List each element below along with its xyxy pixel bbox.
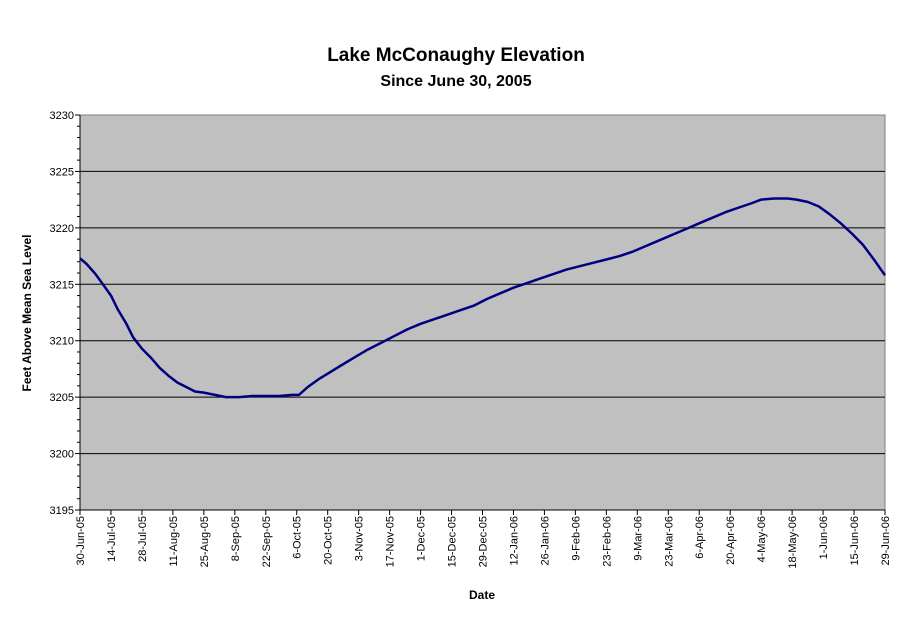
chart-subtitle: Since June 30, 2005: [380, 73, 531, 90]
x-tick-label: 28-Jul-05: [137, 516, 149, 562]
x-tick-label: 17-Nov-05: [385, 516, 397, 567]
x-tick-label: 6-Apr-06: [694, 516, 706, 559]
x-tick-label: 1-Dec-05: [416, 516, 428, 561]
chart-title: Lake McConaughy Elevation: [327, 45, 585, 66]
x-tick-label: 15-Jun-06: [849, 516, 861, 566]
y-tick-label: 3225: [50, 166, 74, 178]
x-tick-label: 20-Apr-06: [725, 516, 737, 565]
x-tick-label: 6-Oct-05: [292, 516, 304, 559]
y-tick-label: 3215: [50, 279, 74, 291]
x-tick-label: 18-May-06: [787, 516, 799, 569]
y-tick-label: 3200: [50, 449, 74, 461]
x-tick-label: 23-Feb-06: [601, 516, 613, 567]
x-tick-label: 29-Jun-06: [880, 516, 892, 566]
x-tick-label: 9-Feb-06: [570, 516, 582, 561]
y-tick-label: 3210: [50, 336, 74, 348]
y-tick-label: 3220: [50, 223, 74, 235]
x-tick-label: 9-Mar-06: [632, 516, 644, 561]
x-tick-label: 15-Dec-05: [447, 516, 459, 567]
x-tick-label: 11-Aug-05: [168, 516, 180, 567]
y-tick-label: 3195: [50, 505, 74, 517]
y-axis-label: Feet Above Mean Sea Level: [20, 235, 34, 392]
plot-area: [79, 114, 886, 511]
x-tick-label: 25-Aug-05: [199, 516, 211, 567]
y-axis: 3195 3200 3205 3210 3215 3220 3225 3230: [50, 110, 81, 517]
series-line-elevation: [79, 197, 887, 399]
y-tick-label: 3230: [50, 110, 74, 122]
x-tick-label: 30-Jun-05: [75, 516, 87, 566]
x-tick-label: 23-Mar-06: [663, 516, 675, 567]
grid-lines: [80, 170, 885, 455]
x-tick-label: 22-Sep-05: [261, 516, 273, 567]
x-tick-label: 26-Jan-06: [539, 516, 551, 566]
x-tick-label: 12-Jan-06: [508, 516, 520, 566]
x-tick-label: 29-Dec-05: [478, 516, 490, 567]
x-tick-label: 3-Nov-05: [354, 516, 366, 561]
x-tick-label: 20-Oct-05: [323, 516, 335, 565]
x-tick-label: 4-May-06: [756, 516, 768, 562]
x-axis: 30-Jun-05 14-Jul-05 28-Jul-05 11-Aug-05 25-A…: [75, 509, 892, 569]
x-tick-label: 1-Jun-06: [818, 516, 830, 559]
x-tick-label: 14-Jul-05: [106, 516, 118, 562]
x-axis-label: Date: [469, 588, 495, 602]
y-tick-label: 3205: [50, 392, 74, 404]
x-tick-label: 8-Sep-05: [230, 516, 242, 561]
